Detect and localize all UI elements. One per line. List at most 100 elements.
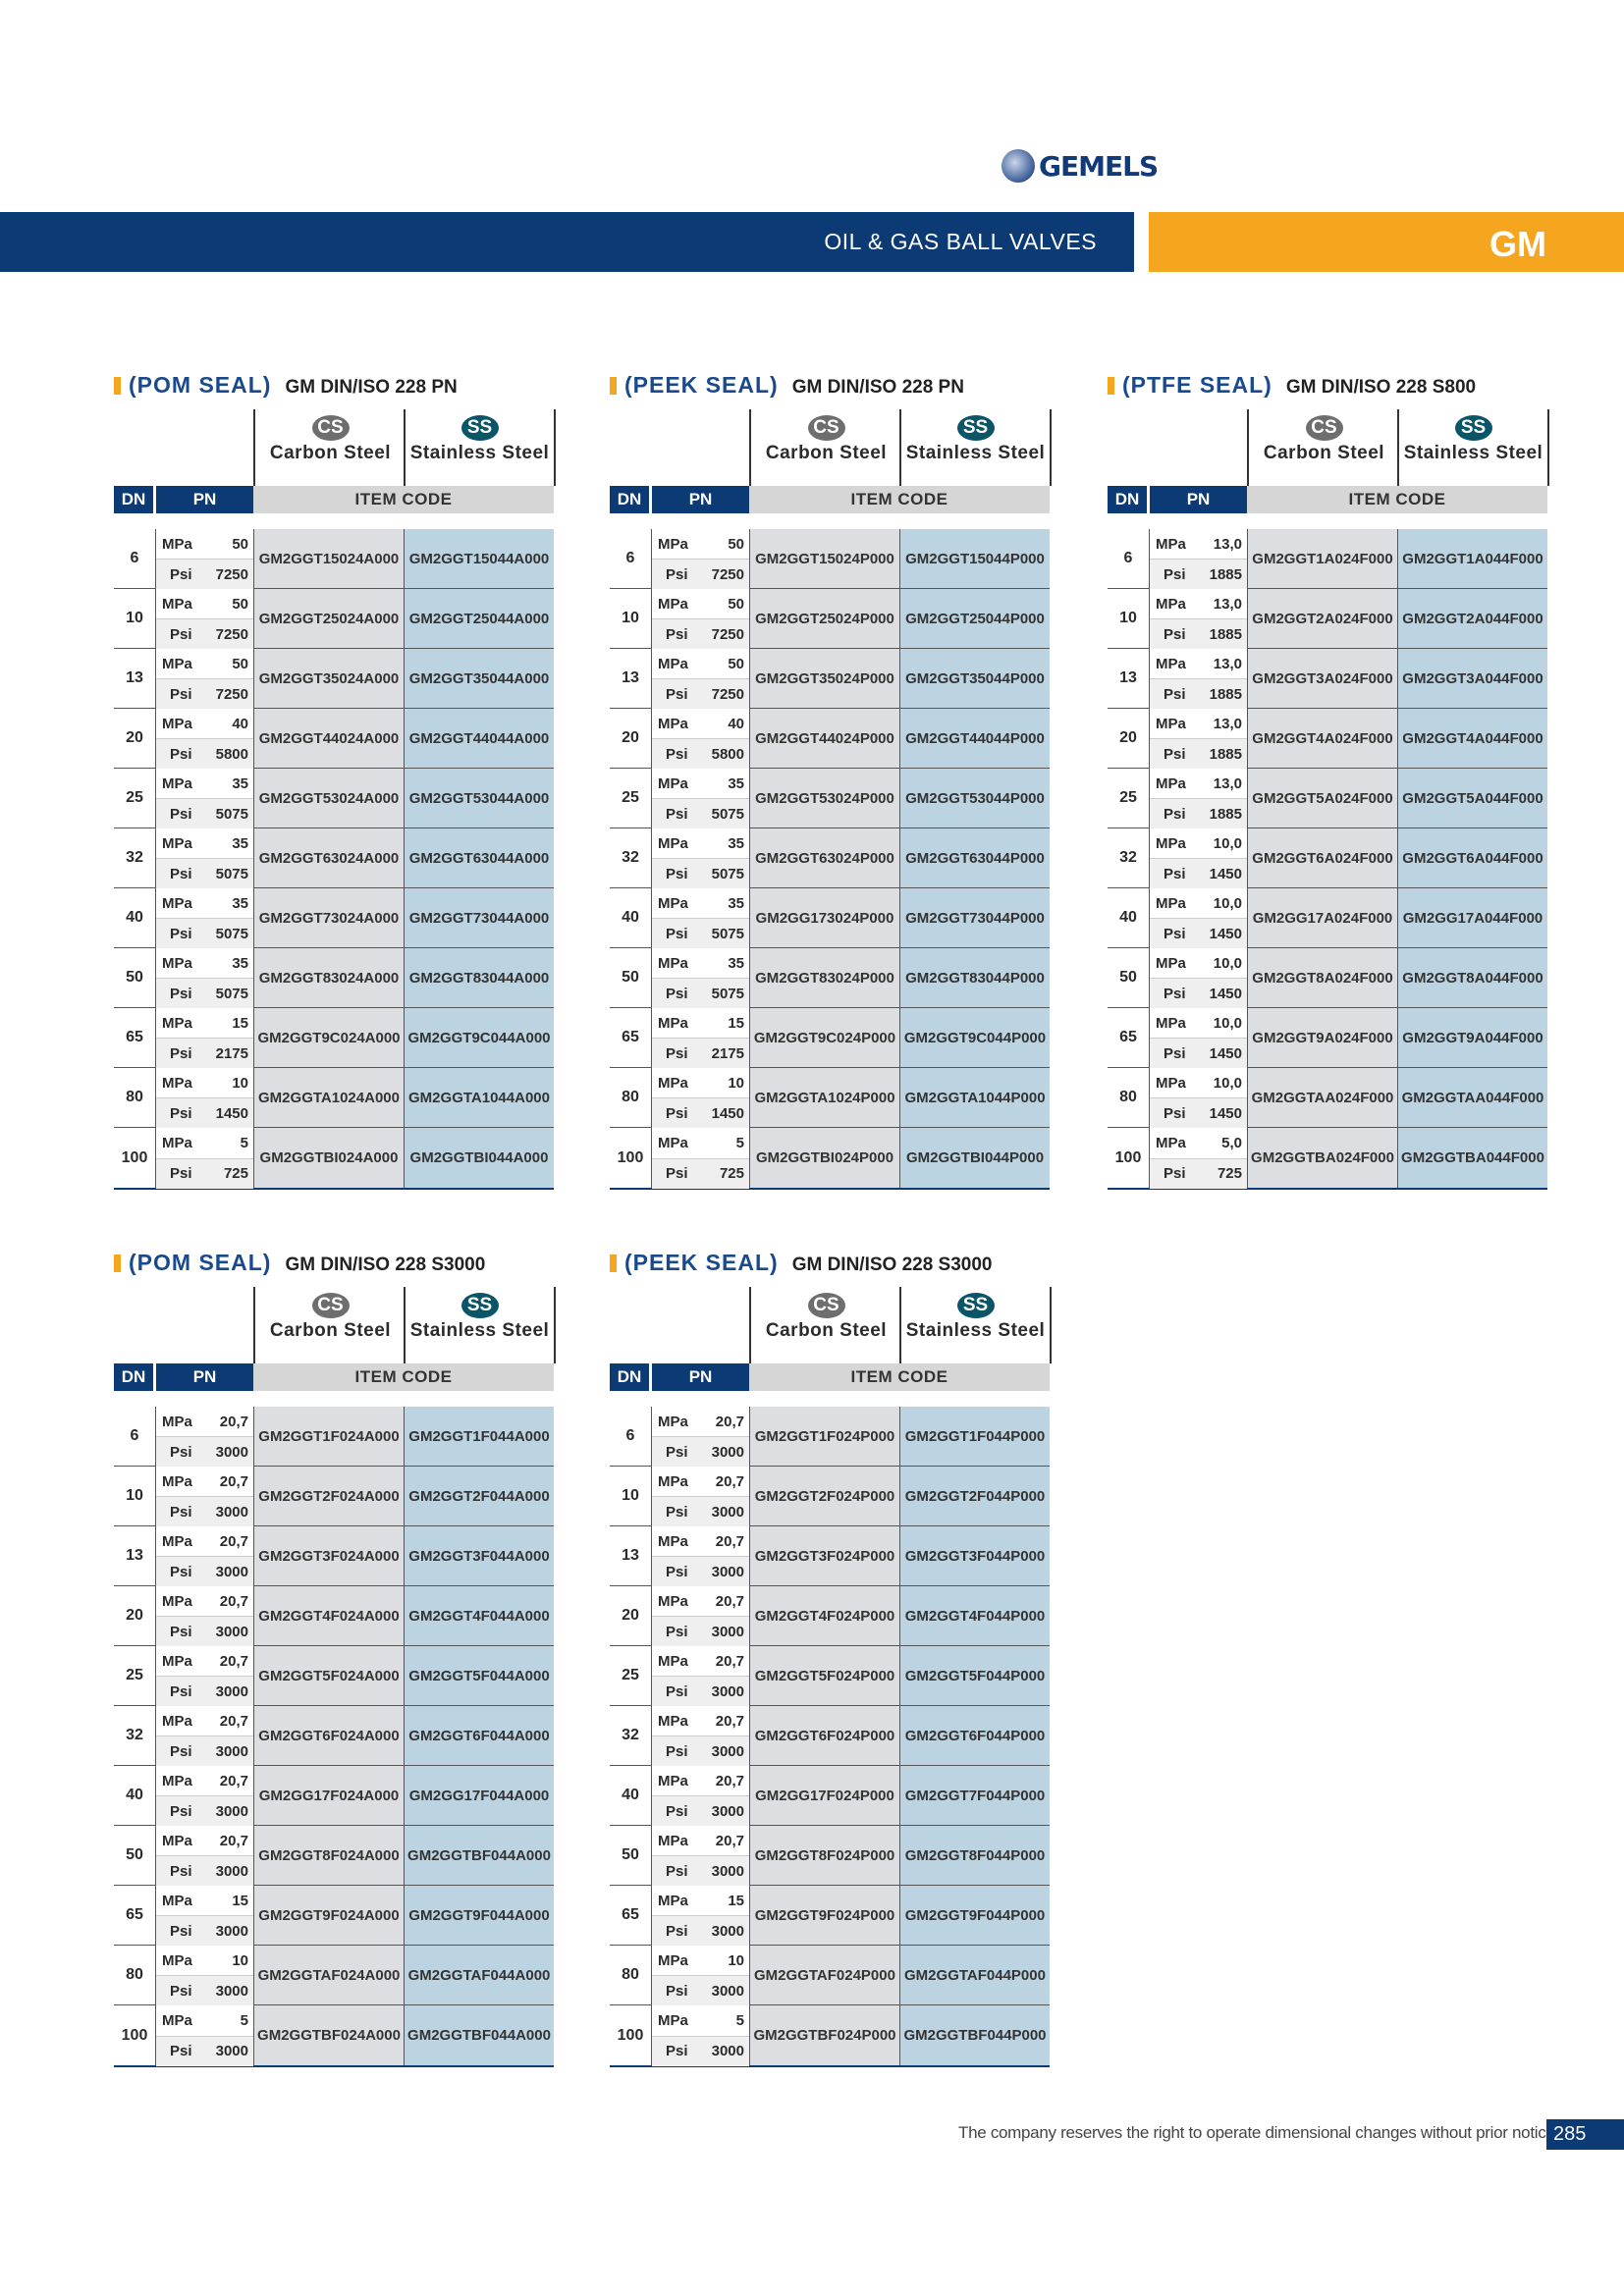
carbon-steel-code: GM2GGT4F024A000 bbox=[253, 1586, 404, 1645]
psi-unit: Psi bbox=[666, 1682, 688, 1700]
dn-cell: 50 bbox=[622, 969, 639, 986]
mpa-value: 50 bbox=[232, 595, 248, 613]
pn-cell: MPa 20,7 Psi 3000 bbox=[651, 1467, 749, 1526]
psi-unit: Psi bbox=[170, 685, 192, 703]
cs-badge: CS bbox=[807, 1293, 845, 1318]
carbon-steel-code: GM2GGT35024P000 bbox=[749, 649, 899, 708]
item-code-header: ITEM CODE bbox=[749, 486, 1050, 513]
pn-cell: MPa 20,7 Psi 3000 bbox=[651, 1526, 749, 1586]
carbon-steel-code: GM2GGT44024A000 bbox=[253, 709, 404, 768]
dn-cell: 40 bbox=[126, 909, 143, 926]
mpa-unit: MPa bbox=[162, 1832, 192, 1849]
table-row: 25 MPa 13,0 Psi 1885 GM2GGT5A024F000 GM2GG… bbox=[1108, 769, 1547, 828]
carbon-steel-code: GM2GGT44024P000 bbox=[749, 709, 899, 768]
psi-value: 1450 bbox=[711, 1104, 744, 1122]
table-body: 6 MPa 50 Psi 7250 GM2GGT15024A000 GM2GGT15… bbox=[114, 529, 554, 1190]
carbon-steel-code: GM2GGT3A024F000 bbox=[1247, 649, 1397, 708]
psi-value: 3000 bbox=[711, 1563, 744, 1580]
seal-type: (PTFE SEAL) bbox=[1122, 372, 1272, 398]
mpa-unit: MPa bbox=[162, 1652, 192, 1670]
mpa-value: 35 bbox=[232, 834, 248, 852]
dn-header: DN bbox=[610, 1363, 649, 1391]
seal-type: (PEEK SEAL) bbox=[624, 1250, 779, 1275]
psi-unit: Psi bbox=[666, 985, 688, 1002]
psi-value: 1450 bbox=[1209, 925, 1242, 942]
mpa-unit: MPa bbox=[658, 715, 688, 732]
table-row: 50 MPa 10,0 Psi 1450 GM2GGT8A024F000 GM2GG… bbox=[1108, 948, 1547, 1008]
cs-badge: CS bbox=[311, 415, 350, 441]
psi-value: 1450 bbox=[215, 1104, 248, 1122]
spec-name: GM DIN/ISO 228 S3000 bbox=[285, 1255, 486, 1275]
stainless-steel-code: GM2GGTBF044A000 bbox=[404, 2005, 554, 2065]
page-number: 285 bbox=[1546, 2119, 1624, 2150]
stainless-steel-code: GM2GGT9A044F000 bbox=[1397, 1008, 1547, 1067]
carbon-steel-code: GM2GGT9C024P000 bbox=[749, 1008, 899, 1067]
carbon-steel-code: GM2GGTBI024P000 bbox=[749, 1128, 899, 1188]
stainless-steel-code: GM2GGT53044P000 bbox=[899, 769, 1050, 828]
pn-cell: MPa 10,0 Psi 1450 bbox=[1149, 828, 1247, 888]
title-marker bbox=[610, 376, 617, 395]
carbon-steel-code: GM2GGTBA024F000 bbox=[1247, 1128, 1397, 1188]
table-row: 13 MPa 50 Psi 7250 GM2GGT35024A000 GM2GGT3… bbox=[114, 649, 554, 709]
stainless-steel-code: GM2GGTA1044A000 bbox=[404, 1068, 554, 1127]
table-row: 100 MPa 5 Psi 3000 GM2GGTBF024P000 GM2GGTB… bbox=[610, 2005, 1050, 2066]
dn-cell: 20 bbox=[126, 1607, 143, 1624]
table-row: 13 MPa 13,0 Psi 1885 GM2GGT3A024F000 GM2GG… bbox=[1108, 649, 1547, 709]
psi-value: 3000 bbox=[215, 1443, 248, 1461]
carbon-steel-code: GM2GG17F024P000 bbox=[749, 1766, 899, 1825]
seal-type: (POM SEAL) bbox=[129, 372, 272, 398]
psi-unit: Psi bbox=[666, 1443, 688, 1461]
section-banner: OIL & GAS BALL VALVES bbox=[0, 212, 1134, 272]
mpa-unit: MPa bbox=[162, 774, 192, 792]
mpa-unit: MPa bbox=[658, 1532, 688, 1550]
stainless-steel-code: GM2GGT15044P000 bbox=[899, 529, 1050, 588]
mpa-value: 35 bbox=[232, 774, 248, 792]
dn-cell: 20 bbox=[126, 729, 143, 746]
carbon-steel-code: GM2GGT35024A000 bbox=[253, 649, 404, 708]
stainless-steel-code: GM2GGT1F044P000 bbox=[899, 1407, 1050, 1466]
carbon-steel-code: GM2GGT2F024A000 bbox=[253, 1467, 404, 1525]
pn-cell: MPa 40 Psi 5800 bbox=[651, 709, 749, 769]
spec-name: GM DIN/ISO 228 S3000 bbox=[791, 1255, 993, 1275]
stainless-steel-header: SS Stainless Steel bbox=[404, 409, 556, 486]
carbon-steel-code: GM2GG17A024F000 bbox=[1247, 888, 1397, 947]
psi-unit: Psi bbox=[170, 1563, 192, 1580]
table-row: 13 MPa 50 Psi 7250 GM2GGT35024P000 GM2GGT3… bbox=[610, 649, 1050, 709]
psi-unit: Psi bbox=[170, 1165, 192, 1183]
table-row: 32 MPa 20,7 Psi 3000 GM2GGT6F024P000 GM2GG… bbox=[610, 1706, 1050, 1766]
dn-cell: 40 bbox=[1119, 909, 1137, 926]
item-code-header: ITEM CODE bbox=[253, 1363, 554, 1391]
mpa-unit: MPa bbox=[658, 834, 688, 852]
dn-cell: 13 bbox=[622, 1547, 639, 1564]
table-row: 80 MPa 10 Psi 1450 GM2GGTA1024P000 GM2GGTA… bbox=[610, 1068, 1050, 1128]
series-title: GM bbox=[1489, 224, 1546, 264]
material-header: CS Carbon Steel SS Stainless Steel bbox=[114, 1287, 556, 1363]
mpa-unit: MPa bbox=[162, 1772, 192, 1789]
carbon-steel-code: GM2GGT63024P000 bbox=[749, 828, 899, 887]
mpa-value: 20,7 bbox=[715, 1472, 744, 1490]
dn-cell: 100 bbox=[121, 1148, 148, 1166]
cs-label: Carbon Steel bbox=[765, 1320, 888, 1341]
mpa-unit: MPa bbox=[1156, 535, 1186, 553]
table-row: 25 MPa 35 Psi 5075 GM2GGT53024P000 GM2GGT5… bbox=[610, 769, 1050, 828]
dn-cell: 65 bbox=[1119, 1029, 1137, 1045]
pn-cell: MPa 20,7 Psi 3000 bbox=[155, 1526, 253, 1586]
pn-cell: MPa 13,0 Psi 1885 bbox=[1149, 769, 1247, 828]
mpa-value: 10 bbox=[728, 1951, 744, 1969]
psi-value: 1450 bbox=[1209, 1104, 1242, 1122]
dn-cell: 6 bbox=[130, 1427, 139, 1444]
mpa-value: 35 bbox=[232, 894, 248, 912]
ss-badge: SS bbox=[460, 1293, 499, 1318]
mpa-value: 5 bbox=[240, 2011, 248, 2029]
table-row: 6 MPa 50 Psi 7250 GM2GGT15024A000 GM2GGT15… bbox=[114, 529, 554, 589]
carbon-steel-code: GM2GGT15024P000 bbox=[749, 529, 899, 588]
pn-header: PN bbox=[156, 1363, 253, 1391]
carbon-steel-code: GM2GGT5F024P000 bbox=[749, 1646, 899, 1705]
psi-value: 3000 bbox=[215, 1503, 248, 1521]
table-row: 32 MPa 10,0 Psi 1450 GM2GGT6A024F000 GM2GG… bbox=[1108, 828, 1547, 888]
psi-unit: Psi bbox=[1164, 865, 1186, 882]
psi-value: 5075 bbox=[711, 925, 744, 942]
psi-value: 2175 bbox=[215, 1044, 248, 1062]
stainless-steel-code: GM2GGT44044P000 bbox=[899, 709, 1050, 768]
pn-cell: MPa 20,7 Psi 3000 bbox=[155, 1766, 253, 1826]
